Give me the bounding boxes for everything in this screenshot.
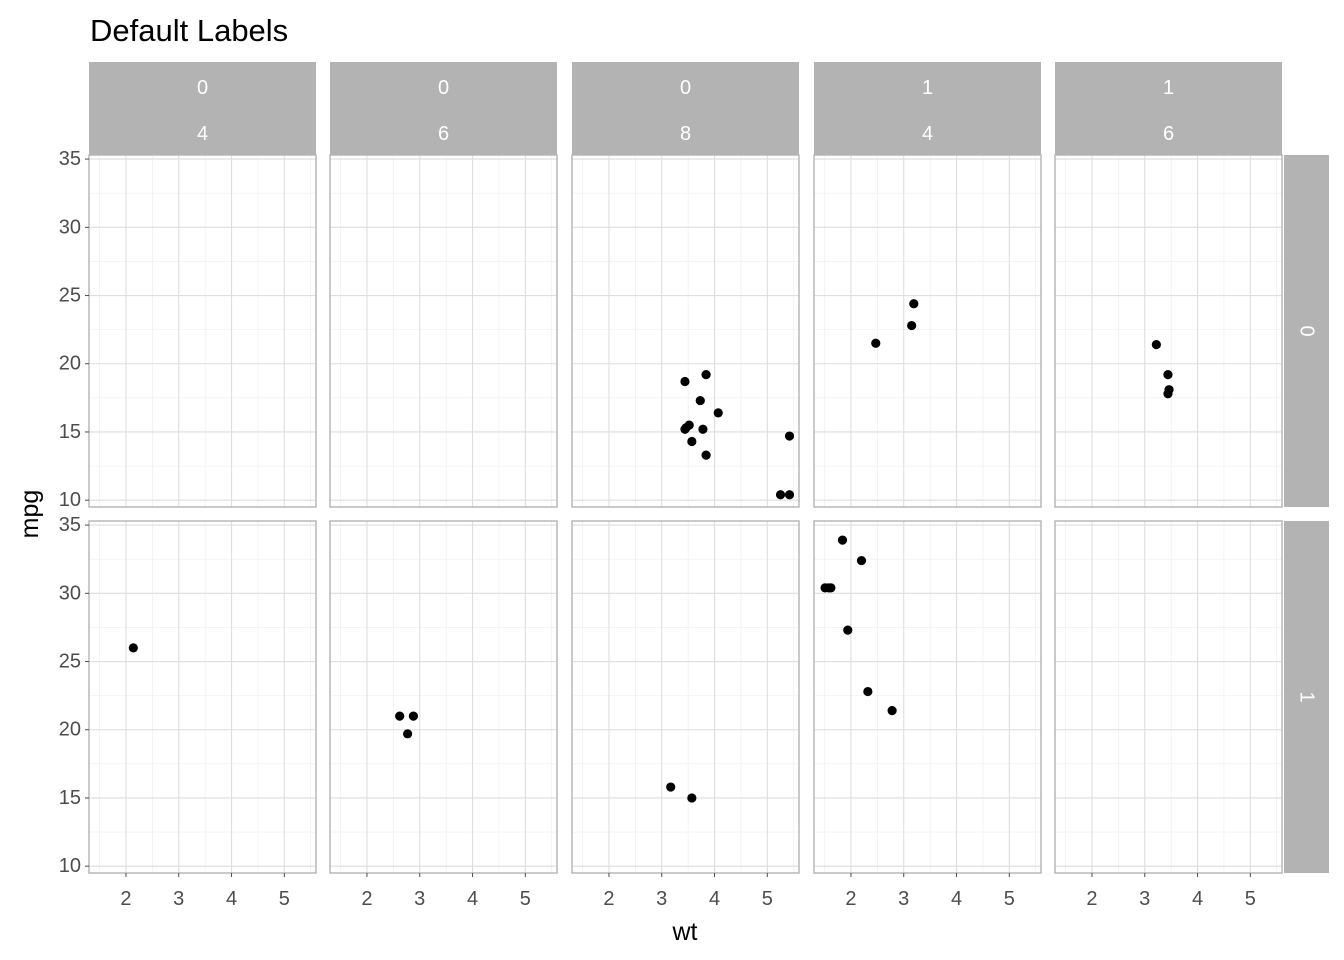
column-strip-2 (572, 62, 799, 155)
data-point (698, 424, 708, 434)
x-tick-label: 4 (226, 888, 237, 910)
data-point (695, 395, 705, 406)
y-tick-label: 20 (59, 353, 81, 375)
y-tick-label: 25 (59, 285, 81, 307)
data-point (871, 338, 881, 348)
column-strip-3 (814, 62, 1041, 155)
data-point (680, 376, 690, 387)
panel-border-r1-c4 (1054, 520, 1283, 874)
panel-border-r0-c4 (1054, 154, 1283, 508)
x-tick-label: 5 (1245, 888, 1256, 910)
x-tick-label: 2 (1086, 888, 1097, 910)
data-point (681, 423, 691, 433)
data-point (408, 711, 419, 721)
data-point (1163, 370, 1173, 380)
data-point (856, 555, 867, 566)
y-tick-label: 25 (59, 651, 81, 673)
column-strip-label: 1 (922, 77, 933, 99)
data-point (843, 625, 853, 635)
x-tick-label: 2 (361, 888, 372, 910)
y-tick-label: 15 (59, 421, 81, 443)
row-strip-1 (1284, 521, 1329, 873)
x-tick-label: 2 (120, 888, 131, 910)
data-point (824, 583, 834, 593)
data-point (863, 686, 873, 697)
column-strip-label: 1 (1163, 77, 1174, 99)
x-tick-label: 4 (709, 888, 720, 910)
data-point (687, 436, 697, 447)
data-point (666, 782, 676, 792)
data-point (713, 408, 723, 418)
data-point (395, 711, 405, 721)
chart-title: Default Labels (90, 13, 288, 48)
data-point (687, 793, 697, 803)
column-strip-label: 6 (1163, 123, 1174, 145)
data-point (775, 490, 786, 500)
panel-border-r1-c0 (88, 520, 317, 874)
x-tick-label: 2 (603, 888, 614, 910)
panel-border-r1-c2 (571, 520, 800, 874)
x-tick-label: 5 (520, 888, 531, 910)
data-point (909, 299, 919, 309)
x-tick-label: 5 (1004, 888, 1015, 910)
y-tick-label: 15 (59, 787, 81, 809)
panel-border-r0-c2 (571, 154, 800, 508)
y-axis-title: mpg (16, 490, 44, 539)
y-tick-label: 30 (59, 216, 81, 238)
x-tick-label: 3 (173, 888, 184, 910)
column-strip-label: 8 (680, 123, 691, 145)
column-strip-label: 0 (680, 77, 691, 99)
panel-border-r1-c3 (813, 520, 1042, 874)
column-strip-label: 6 (438, 123, 449, 145)
row-strip-0 (1284, 155, 1329, 507)
data-point (837, 535, 848, 545)
column-strip-0 (89, 62, 316, 155)
x-tick-label: 3 (898, 888, 909, 910)
x-tick-label: 3 (1139, 888, 1150, 910)
row-strip-label: 1 (1296, 691, 1318, 702)
x-tick-label: 5 (279, 888, 290, 910)
row-strip-label: 0 (1296, 325, 1318, 336)
y-tick-label: 10 (59, 855, 81, 877)
x-tick-label: 4 (951, 888, 962, 910)
column-strip-label: 0 (438, 77, 449, 99)
data-point (128, 643, 138, 653)
data-point (784, 431, 795, 441)
y-tick-label: 20 (59, 719, 81, 741)
x-tick-label: 4 (467, 888, 478, 910)
data-point (907, 320, 917, 331)
panel-border-r0-c3 (813, 154, 1042, 508)
data-point (1163, 389, 1173, 399)
x-tick-label: 5 (762, 888, 773, 910)
column-strip-4 (1055, 62, 1282, 155)
y-tick-label: 35 (59, 514, 81, 536)
y-tick-label: 30 (59, 582, 81, 604)
column-strip-1 (330, 62, 557, 155)
x-tick-label: 3 (414, 888, 425, 910)
panel-border-r1-c1 (329, 520, 558, 874)
x-axis-title: wt (672, 918, 698, 946)
data-point (887, 706, 897, 716)
data-point (403, 729, 413, 739)
data-point (701, 370, 711, 380)
y-tick-label: 10 (59, 489, 81, 511)
data-point (701, 450, 711, 460)
column-strip-label: 0 (197, 77, 208, 99)
column-strip-label: 4 (922, 123, 933, 145)
x-tick-label: 3 (656, 888, 667, 910)
panel-border-r0-c1 (329, 154, 558, 508)
data-point (784, 490, 795, 500)
x-tick-label: 2 (845, 888, 856, 910)
y-tick-label: 35 (59, 148, 81, 170)
panel-border-r0-c0 (88, 154, 317, 508)
x-tick-label: 4 (1192, 888, 1203, 910)
data-point (1151, 340, 1161, 350)
column-strip-label: 4 (197, 123, 208, 145)
